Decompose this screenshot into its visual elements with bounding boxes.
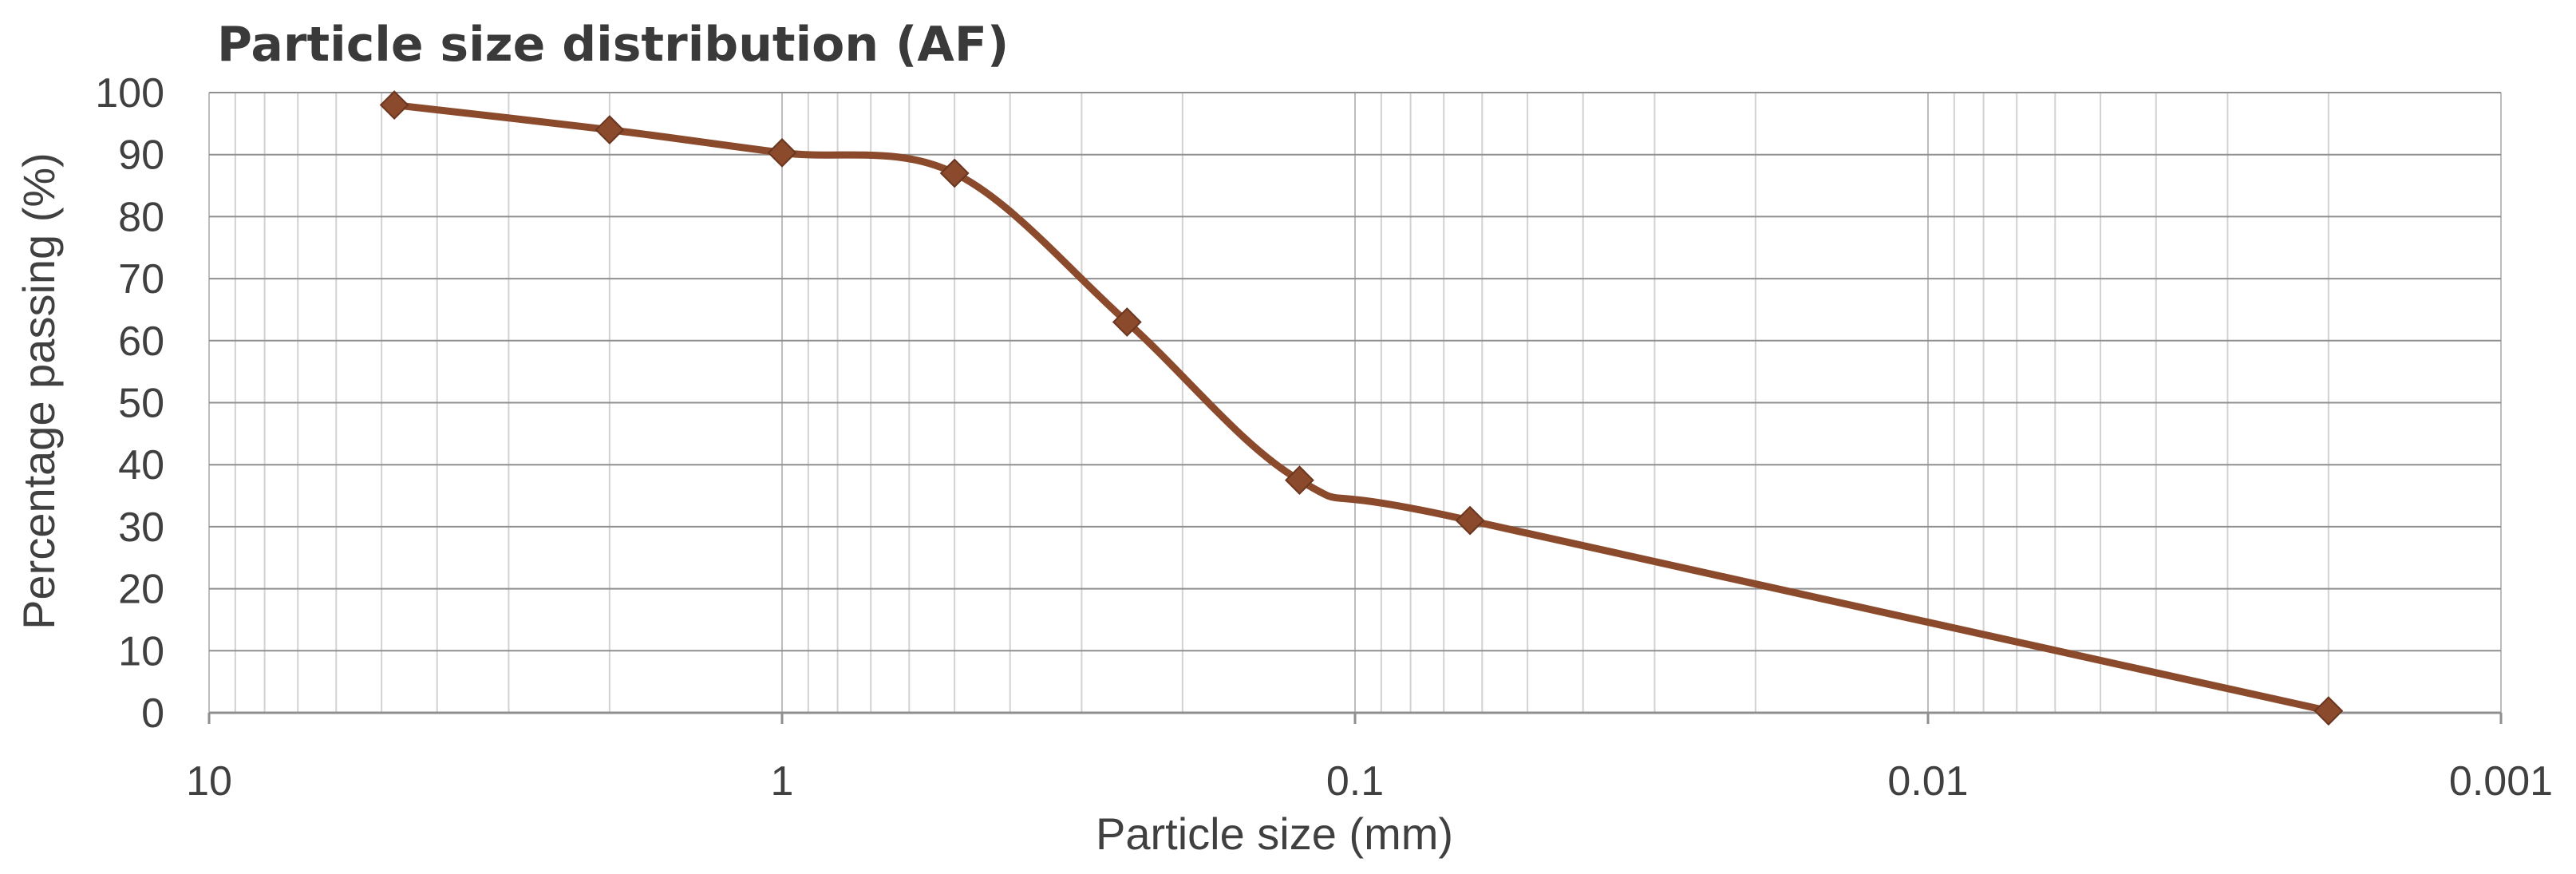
data-point-marker [1455, 505, 1485, 536]
data-point-marker [2313, 696, 2344, 726]
data-point-marker [1285, 465, 1314, 496]
y-axis-title: Percentage passing (%) [14, 152, 64, 630]
y-tick-label: 40 [118, 442, 164, 488]
data-point-marker [939, 158, 970, 188]
y-tick-label: 60 [118, 318, 164, 365]
data-point-marker [767, 137, 797, 168]
series-line [390, 101, 2333, 715]
data-point-marker [1112, 307, 1142, 337]
x-tick-label: 10 [186, 758, 232, 805]
x-tick-label: 1 [771, 758, 794, 805]
y-tick-label: 100 [95, 70, 164, 117]
chart-axes [207, 711, 2503, 724]
x-axis-title: Particle size (mm) [1096, 809, 1453, 859]
x-tick-label: 0.001 [2449, 758, 2553, 805]
y-tick-label: 10 [118, 628, 164, 674]
x-tick-label: 0.01 [1887, 758, 1968, 805]
x-tick-label: 0.1 [1326, 758, 1384, 805]
y-tick-label: 80 [118, 194, 164, 240]
y-tick-label: 70 [118, 256, 164, 303]
y-tick-label: 30 [118, 504, 164, 551]
y-tick-label: 0 [141, 690, 164, 737]
chart-series [379, 90, 2344, 726]
data-point-marker [379, 90, 409, 120]
y-tick-label: 90 [118, 132, 164, 179]
data-point-marker [595, 115, 625, 145]
y-tick-label: 20 [118, 567, 164, 613]
y-tick-label: 50 [118, 381, 164, 427]
chart-title: Particle size distribution (AF) [217, 17, 1009, 73]
chart-tick-labels: 0 10 20 30 40 50 60 70 80 90 100 10 1 0.1 0.01 0.001 [95, 70, 2553, 805]
chart-grid [208, 92, 2502, 713]
